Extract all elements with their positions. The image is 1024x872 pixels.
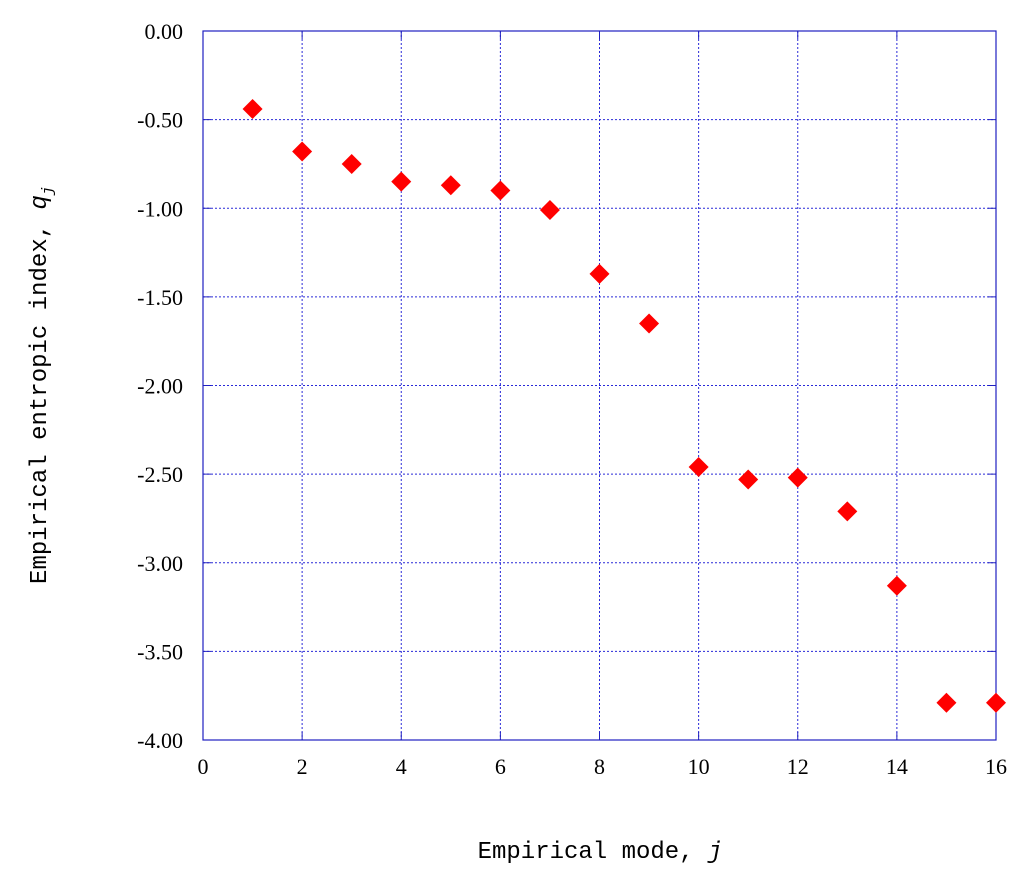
x-tick-label: 2	[297, 754, 308, 779]
data-point	[688, 457, 709, 478]
x-tick-labels: 0 2 4 6 8 10 12 14 16	[198, 754, 1008, 779]
x-tick-label: 10	[688, 754, 710, 779]
y-tick-label: -1.00	[137, 196, 183, 221]
data-point	[539, 200, 560, 221]
data-point	[738, 469, 759, 490]
grid	[203, 31, 996, 740]
y-axis-label: Empirical entropic index, qj	[27, 186, 57, 584]
x-tick-label: 12	[787, 754, 809, 779]
y-tick-label: -4.00	[137, 728, 183, 753]
y-tick-label: -1.50	[137, 285, 183, 310]
data-point	[837, 501, 858, 522]
x-axis-label: Empirical mode, j	[478, 839, 723, 866]
x-tick-label: 16	[985, 754, 1007, 779]
data-point	[986, 692, 1006, 713]
data-point	[490, 180, 511, 201]
data-point	[440, 175, 461, 196]
x-tick-label: 8	[594, 754, 605, 779]
data-point	[292, 141, 313, 162]
data-point	[886, 575, 907, 596]
y-tick-label: -2.50	[137, 462, 183, 487]
data-point	[391, 171, 412, 192]
data-point	[341, 153, 362, 174]
y-tick-label: -3.50	[137, 639, 183, 664]
y-tick-label: -2.00	[137, 374, 183, 399]
y-tick-label: -0.50	[137, 108, 183, 133]
data-point	[936, 692, 957, 713]
data-point	[242, 98, 263, 119]
y-tick-label: -3.00	[137, 551, 183, 576]
x-tick-label: 14	[886, 754, 908, 779]
y-tick-labels: 0.00 -0.50 -1.00 -1.50 -2.00 -2.50 -3.00 -3.50 -…	[137, 19, 183, 753]
axis-ticks	[202, 30, 997, 741]
data-point	[639, 313, 660, 334]
x-tick-label: 0	[198, 754, 209, 779]
x-tick-label: 4	[396, 754, 407, 779]
data-point	[589, 263, 610, 284]
data-points	[242, 98, 1006, 713]
data-point	[787, 467, 808, 488]
x-tick-label: 6	[495, 754, 506, 779]
y-tick-label: 0.00	[145, 19, 184, 44]
